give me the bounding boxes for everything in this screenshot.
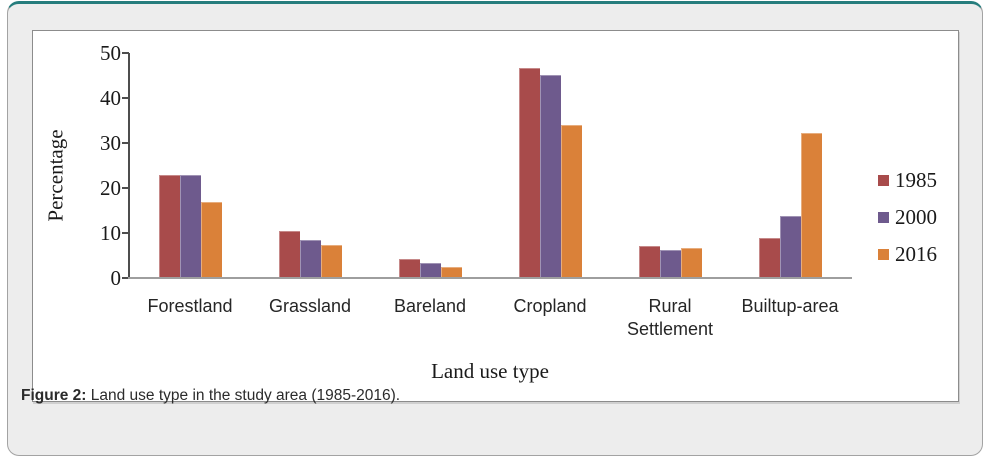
y-tick-label-40: 40 (100, 85, 121, 110)
bar-chart-panel: Percentage 0 10 20 30 40 50 Forestland Grassla… (32, 30, 959, 402)
bar-1985-bareland (398, 259, 420, 278)
y-tick-label-20: 20 (100, 175, 121, 200)
figure-caption: Figure 2: Land use type in the study are… (21, 387, 921, 405)
x-category-label-rural-settlement: Rural Settlement (626, 296, 714, 339)
legend-swatch-icon (878, 175, 889, 186)
bar-1985-cropland (518, 68, 540, 278)
legend-label-1985: 1985 (895, 168, 937, 192)
legend-swatch-icon (878, 212, 889, 223)
bar-1985-forestland (158, 174, 180, 278)
figure-caption-text: Land use type in the study area (1985-20… (86, 387, 401, 404)
legend-item-2000: 2000 (878, 207, 937, 228)
plot-area (130, 53, 850, 278)
x-category-label-builtup-area: Builtup-area (741, 296, 839, 316)
bar-2016-grassland (320, 244, 342, 278)
legend-label-2000: 2000 (895, 205, 937, 229)
bar-1985-grassland (278, 231, 300, 278)
bar-2000-rural-settlement (659, 249, 681, 278)
y-tick-mark-30 (122, 142, 129, 144)
x-axis-title: Land use type (431, 359, 549, 383)
y-tick-mark-50 (122, 52, 129, 54)
y-tick-mark-40 (122, 97, 129, 99)
bar-2000-cropland (539, 75, 561, 278)
x-category-label-bareland: Bareland (393, 296, 467, 316)
bar-2000-bareland (419, 262, 441, 278)
x-axis-line (128, 277, 852, 279)
figure-caption-label: Figure 2: (21, 387, 87, 404)
legend-item-1985: 1985 (878, 170, 937, 191)
y-tick-label-0: 0 (110, 265, 122, 290)
legend-item-2016: 2016 (878, 244, 937, 265)
figure-card: Percentage 0 10 20 30 40 50 Forestland Grassla… (7, 1, 983, 456)
x-category-label-cropland: Cropland (513, 296, 587, 316)
y-axis-title: Percentage (43, 129, 68, 222)
chart-legend: 1985 2000 2016 (878, 170, 937, 281)
legend-swatch-icon (878, 249, 889, 260)
y-tick-mark-0 (122, 277, 129, 279)
x-category-label-forestland: Forestland (147, 296, 233, 316)
y-tick-mark-10 (122, 232, 129, 234)
bar-2016-rural-settlement (680, 247, 702, 278)
bar-2000-grassland (299, 240, 321, 278)
bar-1985-rural-settlement (638, 246, 660, 278)
legend-label-2016: 2016 (895, 242, 937, 266)
x-category-label-grassland: Grassland (268, 296, 352, 316)
bar-1985-builtup-area (758, 238, 780, 278)
bar-2016-forestland (200, 201, 222, 278)
bar-2000-forestland (179, 174, 201, 278)
bar-2016-bareland (440, 266, 462, 278)
y-tick-label-10: 10 (100, 220, 121, 245)
y-axis-line (128, 53, 130, 278)
y-tick-mark-20 (122, 187, 129, 189)
y-tick-label-30: 30 (100, 130, 121, 155)
bar-2016-builtup-area (800, 133, 822, 278)
bar-2000-builtup-area (779, 215, 801, 278)
bar-2016-cropland (560, 124, 582, 278)
y-tick-label-50: 50 (100, 40, 121, 65)
